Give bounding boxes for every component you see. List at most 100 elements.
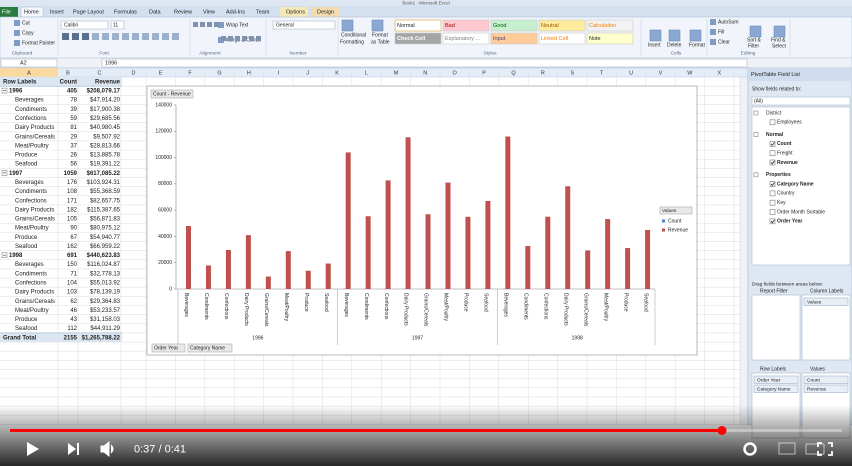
area-item[interactable] (803, 297, 849, 306)
ribbon-command[interactable]: Format (372, 32, 388, 38)
cell-style[interactable] (442, 32, 490, 45)
cell-style-label[interactable]: Note (589, 36, 601, 42)
area-item[interactable] (803, 375, 849, 384)
ribbon-command[interactable]: Calibri (64, 22, 78, 28)
align-icon[interactable] (249, 36, 254, 41)
align-icon[interactable] (221, 36, 226, 41)
field-checkbox[interactable] (769, 190, 776, 197)
field-name[interactable]: Freight (777, 151, 793, 157)
field-name[interactable]: Category Name (777, 181, 814, 187)
ribbon-command[interactable]: Conditional (341, 32, 366, 38)
ribbon-command[interactable]: Formatting (340, 39, 364, 45)
ribbon-tab[interactable]: File (2, 9, 11, 15)
align-icon[interactable] (256, 36, 261, 41)
format-icon[interactable] (142, 33, 149, 40)
ribbon-command[interactable]: Wrap Text (226, 22, 249, 28)
align-icon[interactable] (214, 22, 219, 27)
ribbon-command[interactable]: Format Painter (22, 40, 55, 46)
cell-style-label[interactable]: Bad (445, 23, 455, 29)
table-toggle[interactable] (753, 110, 759, 116)
cell-style-label[interactable]: Check Cell (397, 36, 426, 42)
cell-style[interactable] (538, 32, 586, 45)
align-icon[interactable] (242, 36, 247, 41)
value-field-button[interactable] (150, 89, 194, 99)
ribbon-tab[interactable]: Team (256, 9, 270, 15)
field-checkbox[interactable] (769, 119, 776, 126)
ribbon-tab[interactable]: Home (24, 9, 39, 15)
legend-title[interactable]: Values (662, 208, 677, 214)
field-name[interactable]: Revenue (777, 160, 798, 166)
area-item-label[interactable]: Count (807, 377, 820, 383)
filter-value[interactable]: (All) (754, 99, 763, 105)
format-icon[interactable] (132, 33, 139, 40)
command-icon[interactable] (710, 29, 716, 35)
format-box[interactable] (272, 20, 336, 30)
play-button[interactable] (27, 442, 39, 456)
ribbon-command[interactable]: Cut (22, 20, 30, 26)
ribbon-tab[interactable]: Page Layout (73, 9, 104, 15)
fullscreen-button[interactable] (817, 442, 833, 456)
area-item-label[interactable]: Revenue (807, 386, 827, 392)
cell-style-label[interactable]: Input (493, 36, 506, 42)
ribbon-tab[interactable]: Add-Ins (226, 9, 245, 15)
cell-style-label[interactable]: Explanatory ... (445, 36, 481, 42)
format-icon[interactable] (162, 33, 169, 40)
filter-dropdown[interactable] (751, 96, 851, 106)
ribbon-command[interactable]: Copy (22, 30, 34, 36)
ribbon-tab[interactable]: Insert (50, 9, 64, 15)
ribbon-tab[interactable]: Design (317, 9, 334, 15)
format-icon[interactable] (62, 33, 69, 40)
field-checkbox[interactable] (769, 141, 776, 147)
captions-button[interactable] (778, 442, 796, 455)
file-tab[interactable] (0, 7, 18, 17)
command-icon[interactable] (710, 39, 716, 45)
cell-style-label[interactable]: Linked Cell (541, 36, 568, 42)
format-icon[interactable] (152, 33, 159, 40)
command-icon[interactable] (14, 20, 20, 26)
align-icon[interactable] (228, 36, 233, 41)
format-icon[interactable] (172, 33, 179, 40)
ribbon-command[interactable]: Insert (648, 42, 661, 48)
area-item-label[interactable]: Values (807, 299, 822, 305)
format-icon[interactable] (112, 33, 119, 40)
volume-button[interactable] (100, 440, 114, 458)
area-item-label[interactable]: Order Year (757, 377, 781, 383)
command-icon[interactable] (710, 19, 716, 25)
cell-style[interactable] (394, 19, 442, 32)
align-icon[interactable] (207, 22, 212, 27)
table-toggle[interactable] (753, 132, 759, 137)
ribbon-command[interactable]: Format (689, 42, 705, 48)
ribbon-tab[interactable]: View (203, 9, 215, 15)
format-icon[interactable] (92, 33, 99, 40)
field-checkbox[interactable] (769, 159, 776, 166)
align-icon[interactable] (200, 22, 205, 27)
field-name[interactable]: Employees (777, 120, 802, 126)
context-tab[interactable] (280, 7, 308, 17)
field-checkbox[interactable] (769, 218, 776, 225)
cell-style-label[interactable]: Neutral (541, 23, 559, 29)
axis-field-button-label[interactable]: Order Year (154, 346, 179, 352)
progress-played[interactable] (10, 429, 722, 432)
format-icon[interactable] (82, 33, 89, 40)
field-checkbox[interactable] (769, 199, 776, 206)
cell-style[interactable] (586, 19, 634, 32)
size-box[interactable] (110, 20, 125, 30)
ribbon-command[interactable]: General (276, 22, 294, 28)
progress-knob[interactable] (717, 426, 727, 435)
ribbon-command[interactable]: Find & (771, 37, 786, 43)
axis-field-button[interactable] (151, 343, 186, 353)
field-name[interactable]: Key (777, 200, 786, 206)
cell-style-label[interactable]: Calculation (589, 23, 616, 29)
field-name[interactable]: Order Month Sortable (777, 209, 825, 215)
command-icon[interactable] (341, 19, 354, 32)
field-checkbox[interactable] (769, 181, 776, 187)
formula-input[interactable] (101, 58, 748, 68)
ribbon-command[interactable]: 11 (113, 22, 118, 28)
format-icon[interactable] (102, 33, 109, 40)
ribbon-command[interactable]: AutoSum (718, 19, 739, 25)
field-checkbox[interactable] (769, 209, 776, 215)
command-icon[interactable] (14, 40, 20, 46)
command-icon[interactable] (649, 29, 662, 42)
legend-title-box[interactable] (659, 206, 693, 215)
ribbon-tab[interactable]: Review (174, 9, 192, 15)
